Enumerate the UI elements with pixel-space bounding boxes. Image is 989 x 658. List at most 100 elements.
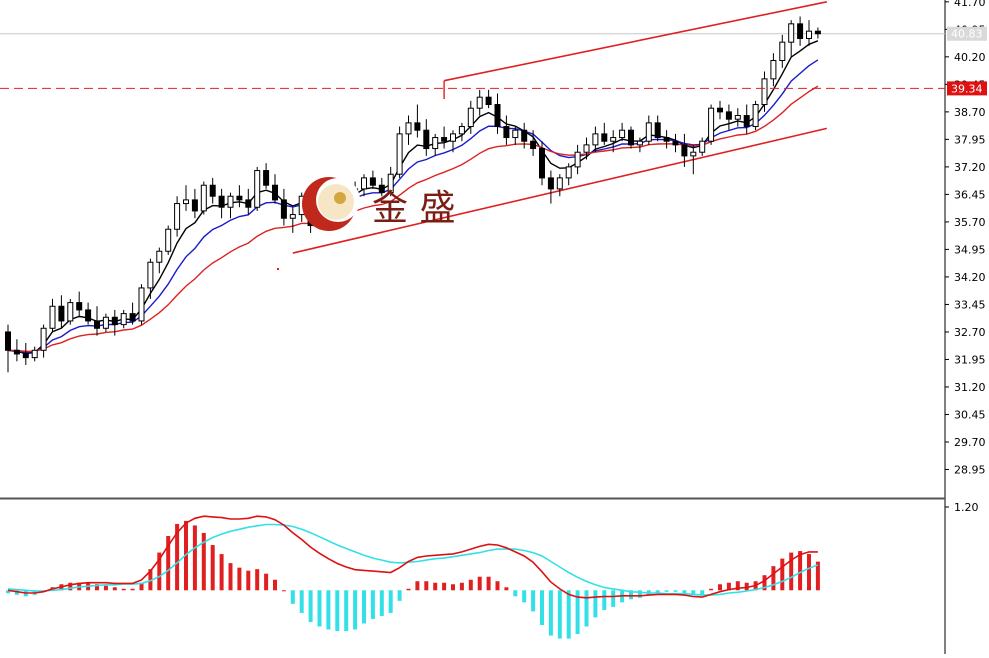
candle [236, 185, 243, 208]
candle [743, 104, 750, 134]
candle [432, 133, 439, 156]
macd-histogram-bar [68, 582, 73, 591]
macd-histogram-bar [397, 590, 402, 601]
candle [734, 108, 741, 127]
candle-body [556, 177, 563, 190]
candle-body [361, 177, 367, 190]
candle [512, 126, 519, 145]
price-tick-label: 40.20 [954, 51, 986, 64]
marker-dot [277, 268, 279, 270]
price-tick-label: 34.95 [954, 243, 986, 256]
candle [530, 130, 537, 156]
candle-body [227, 195, 234, 208]
candle [174, 196, 181, 237]
candle-body [263, 170, 270, 186]
candle [699, 137, 706, 156]
candle-body [85, 309, 92, 322]
candle [227, 192, 234, 219]
candle [58, 295, 65, 329]
candle [717, 100, 723, 120]
macd-histogram-bar [673, 590, 678, 592]
candle [610, 130, 617, 153]
candle-body [450, 133, 456, 142]
candle [218, 188, 225, 219]
candle-body [423, 129, 430, 150]
macd-histogram-bar [584, 590, 589, 627]
candle-body [272, 184, 278, 201]
candle [387, 166, 394, 197]
candle [441, 126, 448, 149]
macd-panel [6, 515, 820, 639]
macd-histogram-bar [807, 554, 811, 591]
candle [361, 174, 367, 197]
candle-body [583, 144, 590, 153]
macd-histogram-bar [308, 590, 313, 622]
candle [628, 126, 634, 149]
candle-body [138, 287, 145, 322]
macd-histogram-bar [735, 581, 740, 591]
candle-body [13, 349, 20, 355]
macd-histogram-bar [557, 590, 562, 639]
candle-body [610, 137, 617, 142]
candle-body [770, 60, 777, 80]
candle [565, 163, 572, 186]
candle-body [174, 203, 181, 230]
candle [503, 115, 510, 145]
macd-histogram-bar [593, 590, 598, 618]
candle-body [405, 122, 412, 135]
candle [752, 100, 759, 131]
candle-body [5, 331, 11, 351]
candle-body [512, 129, 519, 139]
macd-histogram-bar [468, 579, 473, 591]
candle-body [752, 104, 759, 128]
price-tick-label: 29.70 [954, 436, 986, 449]
candle-body [779, 41, 786, 62]
macd-histogram-bar [415, 581, 420, 591]
macd-histogram-bar [726, 582, 731, 591]
macd-histogram-bar [95, 584, 99, 591]
candle-body [806, 30, 812, 40]
candle [378, 177, 385, 197]
candle-body [165, 228, 172, 252]
candle-body [797, 23, 804, 40]
macd-histogram-bar [789, 552, 794, 591]
candle [814, 27, 821, 39]
channel-line [443, 1, 827, 82]
candle [289, 207, 296, 233]
macd-dea-line [7, 523, 819, 596]
candle-body [681, 144, 688, 157]
candle [583, 137, 590, 160]
level-price-label: 39.34 [951, 82, 983, 95]
candle [396, 126, 403, 178]
candle [592, 126, 599, 153]
macd-histogram-bar [744, 582, 749, 591]
macd-histogram-bar [700, 590, 705, 595]
candle [619, 122, 626, 142]
macd-histogram-bar [175, 523, 180, 591]
candle [690, 144, 697, 175]
candle-body [574, 151, 581, 168]
candle-body [547, 177, 554, 190]
candle [5, 324, 11, 373]
candle [414, 104, 421, 138]
candle [85, 302, 92, 325]
current-price-box [947, 26, 987, 41]
candle [423, 119, 430, 156]
candle [280, 188, 287, 226]
candle [49, 298, 56, 332]
macd-histogram-bar [815, 561, 820, 591]
price-tick-label: 32.70 [954, 326, 986, 339]
candle [138, 284, 145, 325]
macd-histogram-bar [433, 582, 438, 591]
candle [76, 291, 83, 318]
macd-histogram-bar [103, 585, 108, 591]
candle-body [619, 129, 626, 139]
macd-histogram-bar [299, 590, 304, 613]
candle [156, 247, 163, 274]
macd-histogram-bar [451, 584, 455, 591]
price-tick-label: 34.20 [954, 271, 986, 284]
macd-histogram-bar [513, 590, 518, 597]
candle-body [761, 78, 768, 106]
macd-histogram-bar [157, 552, 162, 591]
